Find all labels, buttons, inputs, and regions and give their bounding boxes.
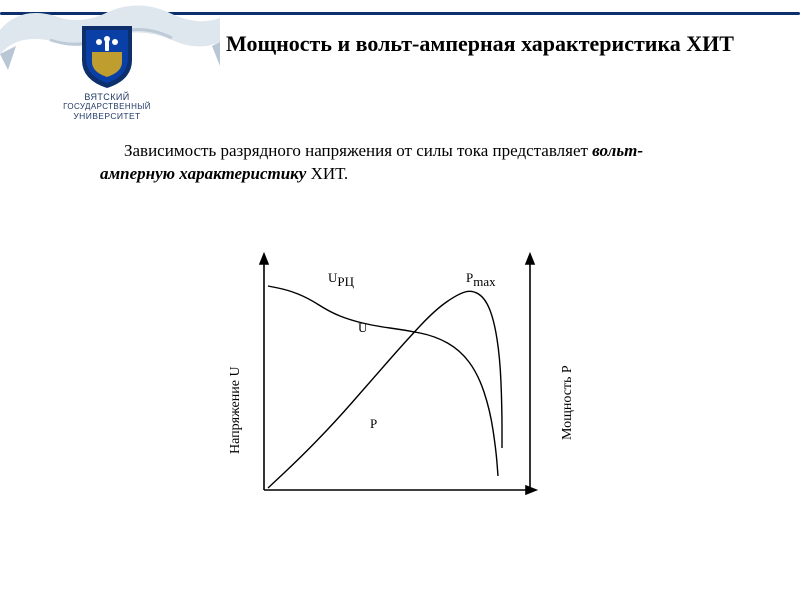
power-curve [268,291,502,488]
p-label: P [370,416,377,431]
axes [260,254,536,494]
u-oc-label: UРЦ [328,270,355,289]
university-shield-icon [78,22,136,90]
page-title: Мощность и вольт-амперная характеристика… [220,30,740,58]
y-right-label: Мощность P [560,365,576,440]
uni-line1: ВЯТСКИЙ [48,92,166,102]
y-left-label: Напряжение U [228,366,244,454]
ribbon-fold-r [212,42,220,66]
slide: ВЯТСКИЙ ГОСУДАРСТВЕННЫЙ УНИВЕРСИТЕТ Мощн… [0,0,800,600]
voltage-curve [268,286,498,476]
uni-line3: УНИВЕРСИТЕТ [48,112,166,122]
iv-power-chart: UРЦ U P Pmax Напряжение U Мощность P [210,240,570,520]
university-caption: ВЯТСКИЙ ГОСУДАРСТВЕННЫЙ УНИВЕРСИТЕТ [48,92,166,121]
body-paragraph: Зависимость разрядного напряжения от сил… [100,140,700,186]
pmax-label: Pmax [466,270,496,289]
u-label: U [358,320,368,335]
para-lead: Зависимость разрядного напряжения от сил… [124,141,592,160]
para-tail: ХИТ. [306,164,348,183]
